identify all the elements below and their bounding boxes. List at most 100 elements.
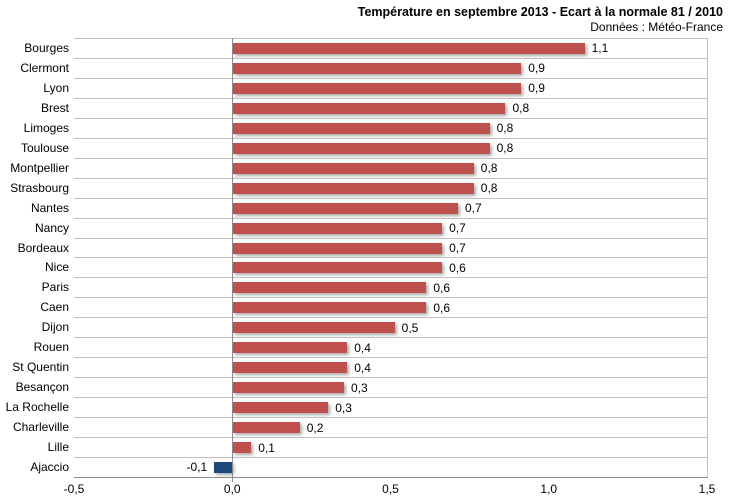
chart-header: Température en septembre 2013 - Ecart à … bbox=[358, 5, 723, 35]
category-label: Montpellier bbox=[10, 160, 69, 175]
value-label: 0,3 bbox=[335, 400, 352, 415]
plot-rows: 1,1 0,9 0,9 0,8 0,8 0,8 0,8 0,8 0,7 0,7 0,7 0,6 0,6 0… bbox=[74, 38, 707, 477]
category-label: Lyon bbox=[43, 80, 69, 95]
bar-positive bbox=[233, 382, 345, 394]
bar-positive bbox=[233, 222, 443, 234]
bar-row: 1,1 bbox=[74, 38, 707, 58]
bar-row: 0,6 bbox=[74, 257, 707, 277]
value-label: 0,4 bbox=[354, 360, 371, 375]
value-label: 0,4 bbox=[354, 340, 371, 355]
bar-row: 0,9 bbox=[74, 57, 707, 78]
bar-positive bbox=[233, 202, 458, 214]
category-label: Brest bbox=[40, 100, 69, 115]
category-label: Bourges bbox=[24, 40, 69, 55]
value-label: 0,6 bbox=[433, 300, 450, 315]
value-label: 0,1 bbox=[258, 440, 275, 455]
bar-row: 0,3 bbox=[74, 377, 707, 397]
bar-positive bbox=[233, 322, 395, 334]
value-label: 0,5 bbox=[401, 320, 419, 335]
bar-row: 0,7 bbox=[74, 237, 707, 258]
chart-title: Température en septembre 2013 - Ecart à … bbox=[357, 5, 723, 19]
bar-row: -0,1 bbox=[74, 457, 707, 477]
value-label: 0,7 bbox=[449, 241, 466, 255]
category-label: Strasbourg bbox=[10, 180, 69, 195]
bar-row: 0,7 bbox=[74, 217, 707, 238]
category-label: Paris bbox=[41, 280, 69, 295]
x-axis-tick-label: -0,5 bbox=[63, 482, 85, 496]
category-label: Caen bbox=[40, 300, 69, 315]
zero-axis-line bbox=[232, 38, 233, 482]
bar-positive bbox=[233, 162, 474, 174]
bar-positive bbox=[233, 182, 474, 194]
category-axis: Bourges Clermont Lyon Brest Limoges Toulouse M… bbox=[0, 38, 69, 477]
bar-negative bbox=[214, 462, 233, 474]
category-label: Charleville bbox=[12, 420, 69, 435]
bar-row: 0,6 bbox=[74, 277, 707, 297]
value-label: 0,6 bbox=[449, 260, 466, 275]
bar-row: 0,8 bbox=[74, 117, 707, 138]
bar-positive bbox=[233, 122, 490, 134]
category-label: Nice bbox=[44, 260, 69, 275]
category-label: La Rochelle bbox=[5, 400, 69, 415]
bar-row: 0,7 bbox=[74, 197, 707, 218]
category-label: Nantes bbox=[30, 200, 69, 215]
value-label: -0,1 bbox=[186, 460, 208, 475]
bar-row: 0,4 bbox=[74, 357, 707, 377]
bar-row: 0,9 bbox=[74, 77, 707, 98]
value-label: 0,8 bbox=[480, 161, 498, 176]
bar-positive bbox=[233, 302, 427, 314]
value-label: 0,8 bbox=[496, 141, 514, 156]
category-label: Dijon bbox=[41, 320, 69, 335]
value-label: 0,8 bbox=[480, 181, 498, 196]
bar-row: 0,5 bbox=[74, 317, 707, 337]
bar-row: 0,8 bbox=[74, 157, 707, 178]
category-label: Besançon bbox=[15, 380, 69, 395]
category-label: Rouen bbox=[33, 340, 69, 355]
bar-positive bbox=[233, 142, 490, 154]
bar-positive bbox=[233, 102, 506, 114]
bar-positive bbox=[233, 282, 427, 294]
bar-row: 0,1 bbox=[74, 437, 707, 457]
bar-positive bbox=[233, 342, 348, 354]
x-axis-tick-label: 1,0 bbox=[540, 482, 558, 496]
x-axis-tick-label: 1,5 bbox=[698, 482, 716, 496]
category-label: Lille bbox=[47, 440, 69, 455]
bar-positive bbox=[233, 442, 252, 454]
bar-row: 0,2 bbox=[74, 417, 707, 437]
x-axis-tick-label: 0,5 bbox=[382, 482, 399, 496]
bar-row: 0,4 bbox=[74, 337, 707, 357]
value-label: 0,8 bbox=[512, 101, 530, 116]
value-label: 0,9 bbox=[528, 61, 545, 76]
category-label: Limoges bbox=[23, 120, 69, 135]
bar-positive bbox=[233, 242, 443, 254]
chart-subtitle: Données : Météo-France bbox=[590, 20, 723, 34]
bar-row: 0,6 bbox=[74, 297, 707, 317]
value-label: 0,8 bbox=[496, 121, 514, 136]
value-label: 0,9 bbox=[528, 81, 545, 96]
category-label: Nancy bbox=[34, 220, 69, 235]
category-label: Toulouse bbox=[20, 140, 69, 155]
x-axis: -0,5 0,0 0,5 1,0 1,5 bbox=[64, 482, 716, 498]
bar-positive bbox=[233, 43, 585, 54]
bar-positive bbox=[233, 402, 329, 414]
bar-row: 0,8 bbox=[74, 137, 707, 158]
value-label: 0,7 bbox=[449, 221, 466, 236]
category-label: Ajaccio bbox=[30, 459, 69, 474]
category-label: Bordeaux bbox=[17, 240, 69, 255]
bar-row: 0,8 bbox=[74, 97, 707, 118]
bar-row: 0,3 bbox=[74, 397, 707, 417]
bar-positive bbox=[233, 82, 522, 94]
bar-positive bbox=[233, 262, 443, 274]
bar-row: 0,8 bbox=[74, 177, 707, 198]
plot-area: 1,1 0,9 0,9 0,8 0,8 0,8 0,8 0,8 0,7 0,7 0,7 0,6 0,6 0… bbox=[74, 38, 708, 482]
bar-positive bbox=[233, 362, 348, 374]
value-label: 0,6 bbox=[433, 280, 450, 295]
bar-positive bbox=[233, 62, 522, 74]
value-label: 0,7 bbox=[464, 201, 482, 216]
category-label: St Quentin bbox=[12, 360, 69, 375]
value-label: 0,3 bbox=[351, 380, 368, 395]
category-label: Clermont bbox=[20, 60, 69, 75]
value-label: 0,2 bbox=[306, 420, 324, 435]
x-axis-tick-label: 0,0 bbox=[223, 482, 241, 496]
